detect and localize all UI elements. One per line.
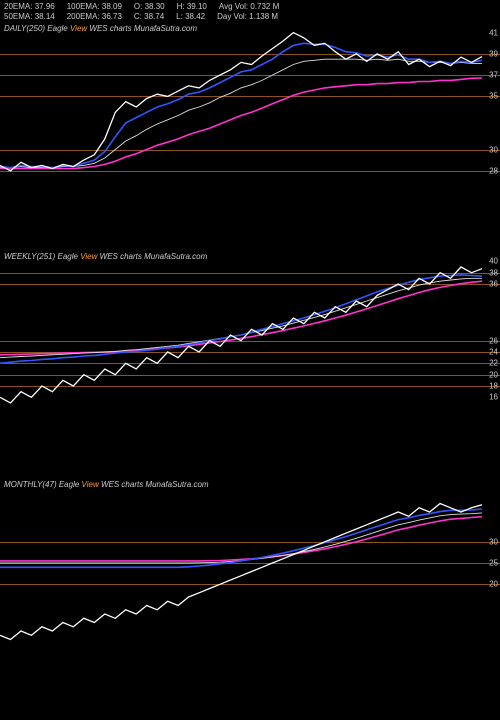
line-ema-mid [0, 513, 482, 563]
y-axis-label: 24 [489, 348, 498, 357]
line-ema-long [0, 517, 482, 561]
chart-svg-monthly [0, 478, 500, 648]
y-axis-label: 20 [489, 580, 498, 589]
chart-svg-weekly [0, 250, 500, 420]
y-axis-label: 26 [489, 336, 498, 345]
panel-title-weekly: WEEKLY(251) Eagle View WES charts Munafa… [4, 252, 207, 261]
panel-title-monthly: MONTHLY(47) Eagle View WES charts Munafa… [4, 480, 209, 489]
y-axis-label: 18 [489, 382, 498, 391]
line-price [0, 504, 482, 640]
y-axis-label: 30 [489, 145, 498, 154]
line-ema-long [0, 78, 482, 169]
y-axis-label: 16 [489, 393, 498, 402]
chart-panel-weekly: WEEKLY(251) Eagle View WES charts Munafa… [0, 250, 500, 420]
y-axis-label: 40 [489, 257, 498, 266]
y-axis-label: 22 [489, 359, 498, 368]
y-axis-label: 25 [489, 559, 498, 568]
chart-panel-daily: DAILY(250) Eagle View WES charts MunafaS… [0, 22, 500, 192]
y-axis-label: 37 [489, 71, 498, 80]
y-axis-label: 35 [489, 92, 498, 101]
y-axis-label: 20 [489, 370, 498, 379]
line-ema-long [0, 281, 482, 355]
chart-svg-daily [0, 22, 500, 192]
y-axis-label: 30 [489, 537, 498, 546]
line-ema-mid [0, 59, 482, 167]
line-price [0, 33, 482, 171]
panel-title-daily: DAILY(250) Eagle View WES charts MunafaS… [4, 24, 197, 33]
chart-panel-monthly: MONTHLY(47) Eagle View WES charts Munafa… [0, 478, 500, 648]
line-ema-short [0, 509, 482, 567]
y-axis-label: 28 [489, 166, 498, 175]
y-axis-label: 38 [489, 268, 498, 277]
y-axis-label: 39 [489, 49, 498, 58]
y-axis-label: 41 [489, 28, 498, 37]
y-axis-label: 36 [489, 280, 498, 289]
line-ema-mid [0, 278, 482, 357]
